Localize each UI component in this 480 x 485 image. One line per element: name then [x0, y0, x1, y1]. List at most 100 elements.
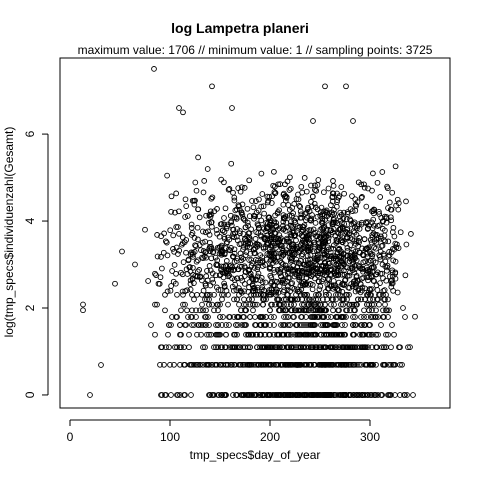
data-point [167, 227, 174, 234]
data-point [359, 194, 365, 200]
data-point [231, 344, 237, 351]
data-point [388, 344, 394, 351]
data-point [259, 279, 266, 285]
data-point [330, 296, 336, 303]
data-point [268, 278, 275, 285]
data-point [250, 301, 256, 308]
data-point [297, 322, 303, 328]
data-point [383, 331, 389, 338]
data-point [313, 392, 319, 398]
data-point [284, 331, 290, 338]
data-point [234, 237, 241, 244]
data-point [240, 215, 247, 222]
data-point [380, 361, 386, 368]
data-point [371, 222, 377, 229]
data-point [189, 276, 196, 282]
data-point [257, 344, 263, 351]
data-point [349, 193, 355, 199]
data-point [282, 181, 288, 188]
data-point [278, 392, 284, 398]
data-point [245, 289, 252, 295]
data-point [248, 226, 254, 233]
data-point [390, 246, 396, 252]
data-point [308, 344, 314, 351]
data-point [175, 224, 181, 230]
data-point [352, 284, 359, 291]
data-point [309, 268, 316, 274]
data-point [364, 226, 371, 232]
data-point [232, 331, 238, 338]
data-point [318, 344, 324, 351]
data-point [312, 307, 318, 314]
data-point [369, 344, 375, 351]
data-point [271, 269, 278, 276]
data-point [171, 361, 177, 368]
data-point [390, 257, 397, 264]
data-point [370, 216, 377, 223]
data-point [309, 212, 315, 218]
data-point [382, 301, 388, 308]
data-point [335, 361, 341, 368]
data-point [379, 344, 385, 351]
data-point [194, 291, 200, 298]
data-point [231, 194, 238, 201]
data-point [297, 242, 304, 249]
data-point [307, 281, 314, 287]
data-point [242, 241, 249, 247]
data-point [315, 251, 321, 258]
data-point [234, 331, 240, 338]
data-point [282, 193, 289, 199]
data-point [378, 392, 384, 398]
data-point [176, 208, 182, 215]
data-point [352, 288, 359, 295]
data-point [289, 224, 295, 230]
data-point [333, 203, 340, 210]
data-point [322, 322, 328, 328]
data-point [271, 314, 277, 320]
data-point [325, 238, 332, 245]
data-point [346, 301, 352, 308]
data-point [264, 251, 271, 257]
data-point [330, 245, 337, 252]
data-point [225, 266, 231, 273]
data-point [332, 284, 338, 291]
data-point [324, 322, 330, 328]
data-point [280, 307, 286, 314]
data-point [278, 253, 285, 260]
data-point [254, 273, 261, 280]
data-point [317, 234, 324, 241]
data-point [385, 205, 391, 211]
data-point [195, 257, 201, 264]
data-point [234, 296, 240, 303]
data-point [320, 322, 326, 328]
data-point [268, 227, 275, 234]
data-point [374, 287, 381, 293]
data-point [226, 322, 232, 328]
data-point [325, 244, 331, 251]
data-point [179, 234, 186, 241]
data-point [346, 361, 352, 368]
data-point [382, 258, 389, 265]
data-point [171, 248, 177, 255]
data-point [320, 296, 326, 303]
data-point [362, 285, 368, 292]
data-point [329, 194, 336, 201]
data-point [379, 242, 386, 249]
data-point [277, 250, 284, 257]
data-point [330, 307, 336, 314]
data-point [362, 392, 368, 398]
data-point [259, 314, 265, 320]
data-point [293, 392, 299, 398]
data-point [206, 392, 212, 398]
data-point [322, 83, 328, 90]
data-point [218, 251, 225, 258]
data-point [206, 331, 212, 338]
data-point [377, 194, 384, 200]
data-point [153, 272, 159, 278]
data-point [271, 220, 277, 226]
data-point [339, 239, 346, 246]
data-point [297, 208, 304, 215]
data-point [310, 344, 316, 351]
data-point [197, 361, 203, 368]
data-point [264, 392, 270, 398]
